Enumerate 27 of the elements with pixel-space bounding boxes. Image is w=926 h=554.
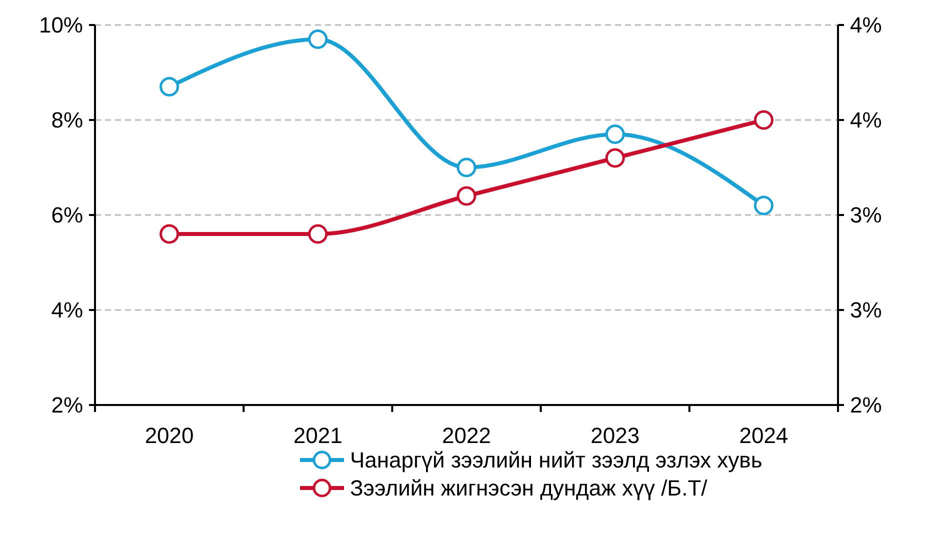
y-tick-label: 10% [38, 12, 83, 38]
y-tick-label: 8% [51, 108, 83, 133]
point [456, 186, 476, 206]
point [605, 124, 625, 144]
x-tick-label: 2021 [293, 423, 342, 448]
y-tick-label: 2% [51, 392, 83, 418]
y2-tick-label: 3% [850, 202, 882, 228]
point [754, 196, 774, 216]
y2-tick-label: 2% [850, 392, 882, 418]
point [308, 224, 328, 244]
point [160, 224, 180, 244]
point [160, 77, 180, 96]
x-tick-label: 2022 [442, 423, 491, 448]
y2-tick-label: 4% [850, 108, 882, 133]
point [605, 148, 625, 168]
x-tick-label: 2020 [144, 423, 194, 448]
point [754, 110, 774, 130]
point [308, 30, 328, 49]
y2-tick-label: 3% [850, 298, 882, 323]
legend-label: Зээлийн жигнэсэн дундаж хүү /Б.Т/ [350, 476, 708, 501]
legend-label: Чанаргүй зээлийн нийт зээлд эзлэх хувь [350, 448, 762, 473]
x-tick-label: 2023 [590, 423, 640, 448]
y2-tick-label: 4% [850, 12, 882, 38]
point [456, 158, 476, 178]
x-tick-label: 2024 [739, 423, 788, 448]
y-tick-label: 6% [51, 202, 83, 228]
y-tick-label: 4% [51, 298, 83, 323]
